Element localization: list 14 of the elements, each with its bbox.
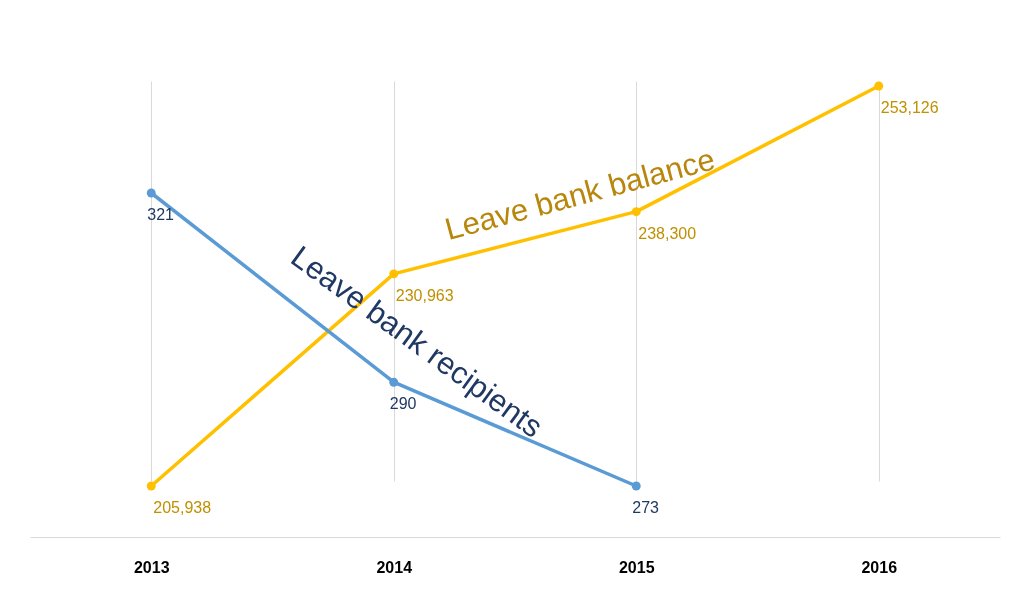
point <box>146 481 156 491</box>
point <box>874 81 884 91</box>
data-label: 290 <box>389 395 417 413</box>
data-label: 238,300 <box>638 224 697 242</box>
x-tick-label: 2015 <box>618 558 655 576</box>
point <box>631 207 641 217</box>
x-tick-label: 2016 <box>861 558 898 576</box>
data-label: 273 <box>632 499 660 516</box>
data-label: 205,938 <box>153 499 212 516</box>
x-tick-label: 2013 <box>133 558 170 576</box>
data-label: 253,126 <box>880 99 939 116</box>
x-tick-label: 2014 <box>376 558 413 576</box>
point <box>389 269 399 279</box>
data-label: 321 <box>147 206 175 223</box>
